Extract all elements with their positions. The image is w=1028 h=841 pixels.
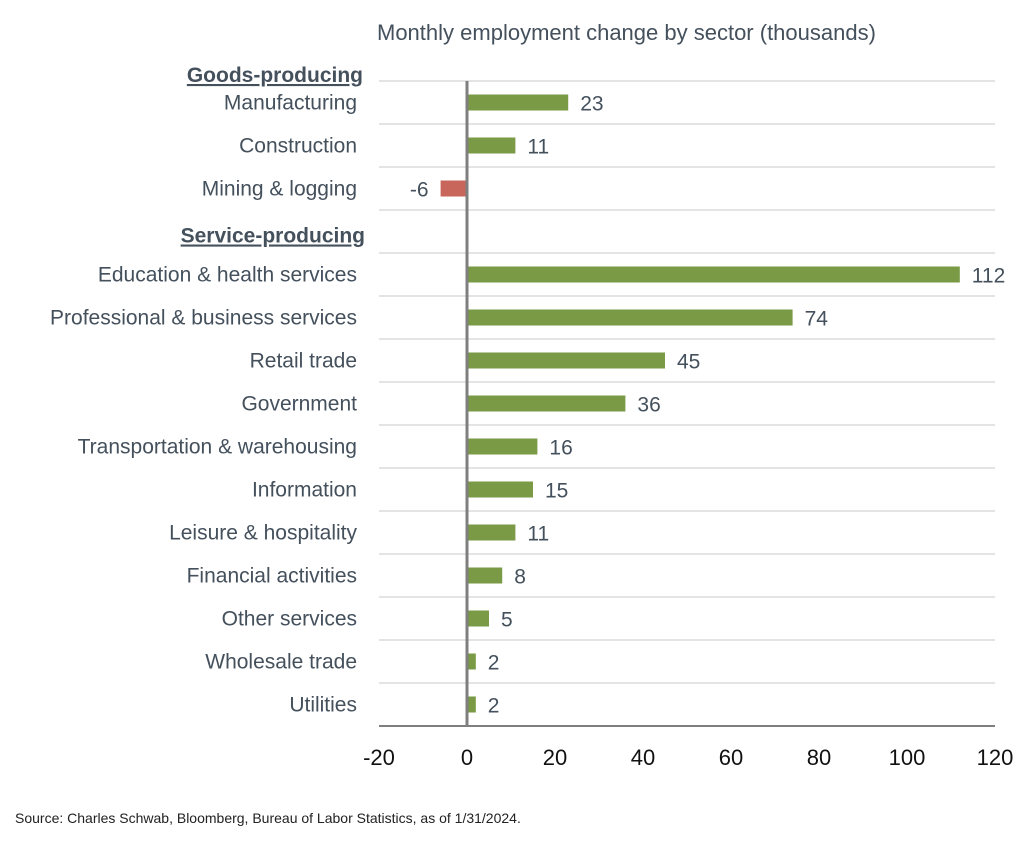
data-label: 23 — [580, 93, 603, 116]
x-tick-label: -20 — [363, 745, 395, 770]
bar — [467, 94, 569, 111]
category-label: Retail trade — [250, 350, 357, 373]
bar — [467, 653, 476, 670]
category-label: Information — [252, 479, 357, 502]
data-label: 45 — [677, 351, 700, 374]
data-label: 16 — [549, 437, 572, 460]
category-label: Financial activities — [187, 565, 357, 588]
category-label: Government — [241, 393, 357, 416]
x-tick-label: 120 — [977, 745, 1014, 770]
x-tick-label: 80 — [807, 745, 831, 770]
x-tick-label: 0 — [461, 745, 473, 770]
category-label: Manufacturing — [224, 92, 357, 115]
bar — [467, 696, 476, 713]
bar — [440, 180, 467, 197]
data-label: 2 — [488, 695, 500, 718]
bar — [467, 610, 489, 627]
category-label: Wholesale trade — [205, 651, 357, 674]
group-header: Service-producing — [181, 225, 365, 248]
category-label: Utilities — [289, 694, 357, 717]
x-tick-label: 40 — [631, 745, 655, 770]
data-label: 74 — [805, 308, 829, 331]
bar — [467, 481, 533, 498]
x-tick-label: 20 — [543, 745, 567, 770]
category-label: Other services — [222, 608, 357, 631]
chart-title: Monthly employment change by sector (tho… — [377, 20, 876, 45]
x-tick-label: 60 — [719, 745, 743, 770]
bar — [467, 309, 793, 326]
category-label: Education & health services — [98, 264, 357, 287]
bar-chart: Goods-producing Manufacturing 23 Constructi… — [50, 64, 1014, 770]
bar — [467, 352, 665, 369]
bar — [467, 438, 538, 455]
bar — [467, 567, 503, 584]
data-label: 11 — [527, 523, 549, 546]
bar — [467, 266, 960, 283]
bar — [467, 137, 516, 154]
x-tick-label: 100 — [889, 745, 926, 770]
bar — [467, 395, 626, 412]
category-label: Leisure & hospitality — [169, 522, 357, 545]
bar — [467, 524, 516, 541]
category-label: Transportation & warehousing — [78, 436, 357, 459]
data-label: 112 — [972, 265, 1005, 288]
category-label: Construction — [239, 135, 357, 158]
group-header: Goods-producing — [187, 64, 363, 87]
data-label: 2 — [488, 652, 500, 675]
category-label: Professional & business services — [50, 307, 357, 330]
data-label: 11 — [527, 136, 549, 159]
category-label: Mining & logging — [202, 178, 357, 201]
data-label: 15 — [545, 480, 568, 503]
data-label: 5 — [501, 609, 513, 632]
source-note: Source: Charles Schwab, Bloomberg, Burea… — [15, 810, 521, 826]
data-label: 8 — [514, 566, 526, 589]
data-label: -6 — [410, 179, 429, 202]
data-label: 36 — [637, 394, 660, 417]
